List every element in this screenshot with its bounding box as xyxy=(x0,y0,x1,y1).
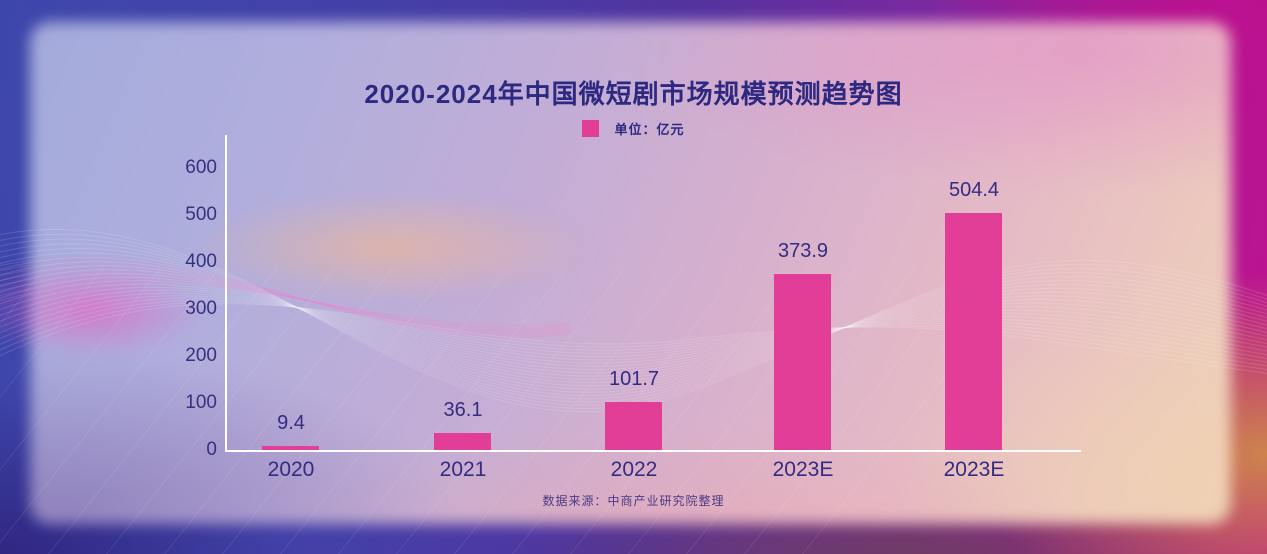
y-axis-tick-label: 200 xyxy=(185,345,217,366)
x-axis-label: 2020 xyxy=(267,458,315,481)
source-note: 数据来源：中商产业研究院整理 xyxy=(542,494,725,508)
bar-value-label: 36.1 xyxy=(443,399,483,421)
bar xyxy=(262,446,319,450)
y-axis xyxy=(225,135,227,452)
x-axis-label: 2021 xyxy=(439,458,487,481)
legend-label: 单位：亿元 xyxy=(614,122,685,137)
bar xyxy=(434,433,491,450)
bar-value-label: 9.4 xyxy=(277,412,305,434)
bar xyxy=(605,402,662,450)
y-axis-tick-label: 100 xyxy=(185,392,217,413)
legend: 单位：亿元 xyxy=(0,119,1267,138)
y-axis-tick-label: 600 xyxy=(185,157,217,178)
bar-value-label: 101.7 xyxy=(608,368,660,390)
x-axis-label: 2023E xyxy=(943,458,1005,481)
legend-swatch-icon xyxy=(582,120,600,137)
bar xyxy=(945,213,1002,450)
y-axis-tick-label: 0 xyxy=(206,439,217,460)
y-axis-tick-label: 400 xyxy=(185,251,217,272)
y-axis-tick-label: 500 xyxy=(185,204,217,225)
bar-value-label: 373.9 xyxy=(777,240,829,262)
chart-title: 2020-2024年中国微短剧市场规模预测趋势图 xyxy=(364,79,903,109)
bar xyxy=(774,274,831,450)
x-axis-label: 2022 xyxy=(610,458,658,481)
x-axis-label: 2023E xyxy=(772,458,834,481)
x-axis xyxy=(225,450,1081,452)
bar-value-label: 504.4 xyxy=(948,179,1000,201)
y-axis-tick-label: 300 xyxy=(185,298,217,319)
